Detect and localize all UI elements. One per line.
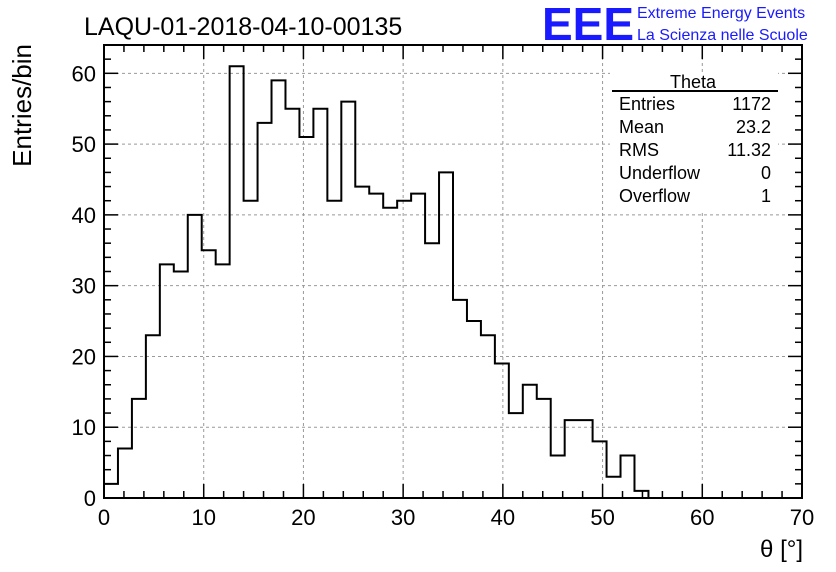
x-tick-label: 30 bbox=[391, 505, 415, 530]
stats-title: Theta bbox=[670, 72, 717, 92]
x-tick-label: 60 bbox=[690, 505, 714, 530]
y-tick-label: 20 bbox=[72, 344, 96, 369]
stats-row-value: 11.32 bbox=[727, 140, 771, 160]
logo-mark: EEE bbox=[542, 0, 634, 50]
histogram-series bbox=[103, 65, 802, 499]
stats-row-value: 1172 bbox=[732, 94, 771, 114]
y-tick-label: 0 bbox=[84, 486, 96, 511]
run-title: LAQU-01-2018-04-10-00135 bbox=[84, 13, 402, 41]
logo-line-1: Extreme Energy Events bbox=[637, 5, 805, 22]
x-tick-label: 70 bbox=[790, 505, 814, 530]
x-tick-label: 20 bbox=[291, 505, 315, 530]
y-tick-label: 10 bbox=[72, 415, 96, 440]
stats-row-label: Entries bbox=[619, 94, 675, 114]
histogram-outline bbox=[103, 65, 802, 499]
stats-row-label: Underflow bbox=[619, 163, 701, 183]
x-axis-label: θ [°] bbox=[760, 536, 803, 563]
logo-line-2: La Scienza nelle Scuole bbox=[637, 27, 808, 44]
stats-row-value: 23.2 bbox=[736, 117, 771, 137]
stats-row-label: RMS bbox=[619, 140, 659, 160]
stats-row-label: Mean bbox=[619, 117, 664, 137]
axis-ticks bbox=[103, 44, 803, 499]
x-tick-label: 0 bbox=[98, 505, 110, 530]
eee-logo: EEE Extreme Energy Events La Scienza nel… bbox=[542, 0, 808, 50]
stats-row-value: 0 bbox=[761, 163, 771, 183]
y-tick-label: 50 bbox=[72, 132, 96, 157]
y-tick-label: 30 bbox=[72, 274, 96, 299]
y-axis-label: Entries/bin bbox=[7, 44, 37, 167]
y-tick-label: 40 bbox=[72, 203, 96, 228]
x-tick-label: 50 bbox=[590, 505, 614, 530]
stats-box-background bbox=[610, 72, 778, 210]
x-tick-label: 10 bbox=[191, 505, 215, 530]
stats-box: Theta Entries 1172 Mean 23.2 RMS 11.32 Underfl… bbox=[610, 72, 778, 210]
stats-row-label: Overflow bbox=[619, 186, 691, 206]
stats-row-value: 1 bbox=[761, 186, 771, 206]
y-tick-label: 60 bbox=[72, 61, 96, 86]
x-tick-label: 40 bbox=[491, 505, 515, 530]
